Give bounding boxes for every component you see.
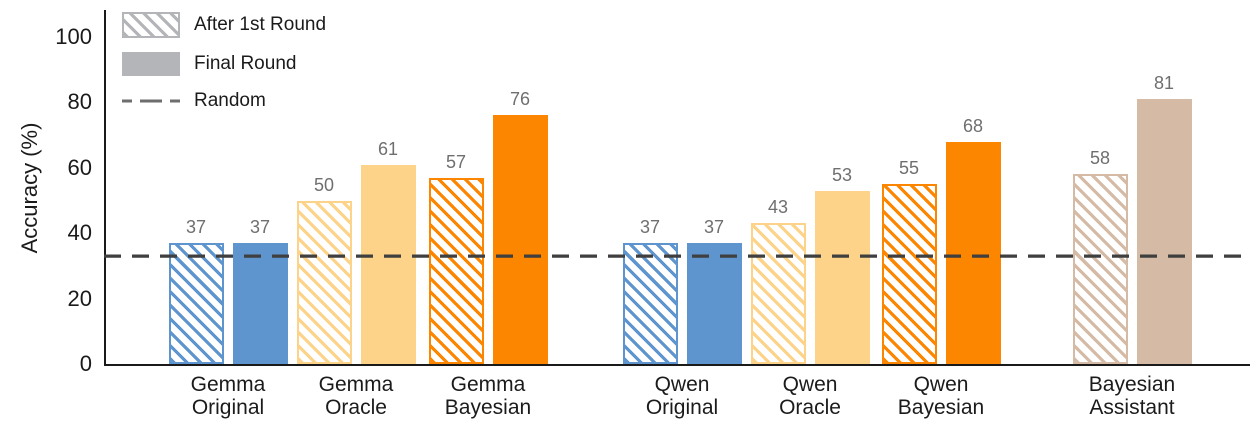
bar-value-label: 68 xyxy=(962,115,984,136)
bar-value-label: 61 xyxy=(377,138,399,159)
bar-value-label: 37 xyxy=(703,217,725,237)
bar-value-label: 81 xyxy=(1153,73,1175,94)
y-tick-label-60: 60 xyxy=(67,154,92,180)
solid-swatch-icon xyxy=(122,52,180,76)
legend-item-random: Random xyxy=(122,90,326,112)
y-tick-label-0: 0 xyxy=(79,351,92,376)
legend: After 1st Round Final Round Random xyxy=(122,12,326,126)
bar-value-label: 76 xyxy=(509,89,531,110)
bar-after-1st-round-qwen-oracle xyxy=(750,223,806,364)
bar-value-label: 58 xyxy=(1089,148,1111,169)
x-label-qwen-original: Qwen Original xyxy=(645,373,719,419)
bar-value-label: 37 xyxy=(639,217,661,237)
bar-value-label: 55 xyxy=(898,158,920,179)
bar-value-label: 43 xyxy=(767,197,789,218)
bar-value-label: 37 xyxy=(185,217,207,237)
bar-value-label: 50 xyxy=(313,174,335,195)
plot-area xyxy=(104,10,1250,366)
x-label-gemma-bayesian: Gemma Bayesian xyxy=(444,373,532,419)
bar-final-round-qwen-original xyxy=(686,243,742,364)
bar-final-round-gemma-bayesian xyxy=(492,115,548,364)
bar-value-label: 37 xyxy=(249,217,271,237)
legend-label-final-round: Final Round xyxy=(194,53,297,74)
legend-label-random: Random xyxy=(194,90,266,111)
hatched-swatch-icon xyxy=(122,12,180,38)
bar-value-label: 57 xyxy=(445,151,467,172)
bar-after-1st-round-gemma-original xyxy=(168,243,224,364)
bar-final-round-gemma-oracle xyxy=(360,164,416,364)
bar-final-round-bayesian-assistant xyxy=(1136,99,1192,364)
y-tick-label-20: 20 xyxy=(67,285,92,311)
y-tick-label-40: 40 xyxy=(67,220,92,246)
bar-after-1st-round-bayesian-assistant xyxy=(1072,174,1128,364)
bar-after-1st-round-qwen-bayesian xyxy=(881,184,937,364)
x-label-qwen-oracle: Qwen Oracle xyxy=(779,373,841,419)
y-tick-label-80: 80 xyxy=(67,89,92,115)
x-label-gemma-oracle: Gemma Oracle xyxy=(318,373,394,419)
legend-label-after-1st-round: After 1st Round xyxy=(194,14,327,35)
bar-final-round-qwen-bayesian xyxy=(945,141,1001,364)
bar-final-round-qwen-oracle xyxy=(814,190,870,364)
bar-after-1st-round-qwen-original xyxy=(622,243,678,364)
bar-after-1st-round-gemma-oracle xyxy=(296,200,352,364)
x-label-gemma-original: Gemma Original xyxy=(190,373,266,419)
bar-after-1st-round-gemma-bayesian xyxy=(428,177,484,364)
x-label-bayesian-assistant: Bayesian Assistant xyxy=(1088,373,1176,419)
dashed-line-icon xyxy=(122,99,180,103)
bar-value-label: 53 xyxy=(831,164,853,185)
y-tick-label-100: 100 xyxy=(55,24,92,49)
legend-item-after-1st-round: After 1st Round xyxy=(122,12,326,38)
legend-item-final-round: Final Round xyxy=(122,52,326,76)
bar-final-round-gemma-original xyxy=(232,243,288,364)
x-label-qwen-bayesian: Qwen Bayesian xyxy=(897,373,985,419)
